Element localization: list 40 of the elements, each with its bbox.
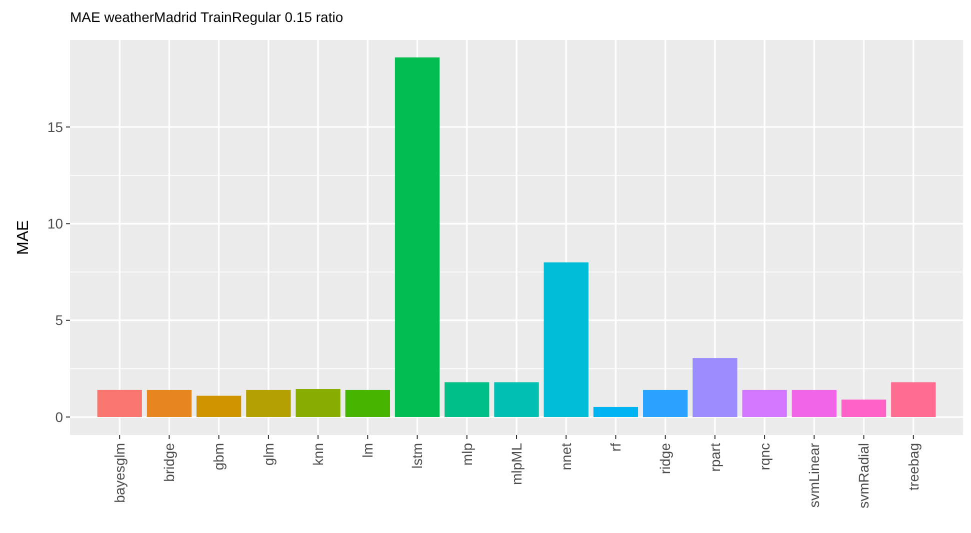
x-tick-label: lm: [360, 443, 376, 458]
x-tick-label: bridge: [161, 442, 178, 482]
y-tick-label: 15: [47, 118, 64, 135]
x-tick-label: rqnc: [756, 443, 772, 470]
x-tick-label: gbm: [210, 443, 227, 470]
bar: [692, 358, 738, 418]
x-tick-label: svmLinear: [806, 442, 822, 508]
x-tick-label: knn: [310, 443, 326, 466]
x-tick-label: svmRadial: [856, 443, 872, 508]
y-tick-label: 5: [55, 312, 64, 328]
bar: [643, 390, 688, 418]
bar: [742, 390, 787, 418]
x-tick-label: glm: [260, 443, 276, 466]
bar: [246, 390, 291, 418]
y-tick-label: 10: [47, 216, 64, 232]
x-tick-label: ridge: [657, 442, 674, 474]
x-tick-label: rf: [608, 442, 624, 452]
x-tick-label: lstm: [409, 443, 426, 469]
y-tick-label: 0: [55, 408, 64, 425]
bar: [394, 57, 440, 418]
bar: [891, 382, 936, 418]
x-tick-label: rpart: [706, 442, 723, 472]
bar: [593, 406, 638, 418]
bar: [97, 390, 142, 418]
bar: [345, 390, 390, 418]
bar: [544, 262, 588, 418]
x-tick-label: mlp: [458, 442, 475, 466]
y-axis-title: MAE: [15, 220, 32, 255]
bar: [494, 382, 539, 418]
x-tick-label: nnet: [558, 442, 574, 470]
x-tick-label: mlpML: [508, 442, 524, 486]
bar: [146, 390, 192, 418]
x-tick-label: treebag: [905, 443, 922, 490]
bar: [841, 400, 886, 418]
x-tick-label: bayesglm: [112, 443, 128, 503]
bar: [196, 396, 242, 418]
bar: [296, 388, 340, 418]
bar: [792, 390, 836, 418]
chart-title: MAE weatherMadrid TrainRegular 0.15 ratio: [70, 9, 344, 25]
bar: [444, 382, 490, 418]
